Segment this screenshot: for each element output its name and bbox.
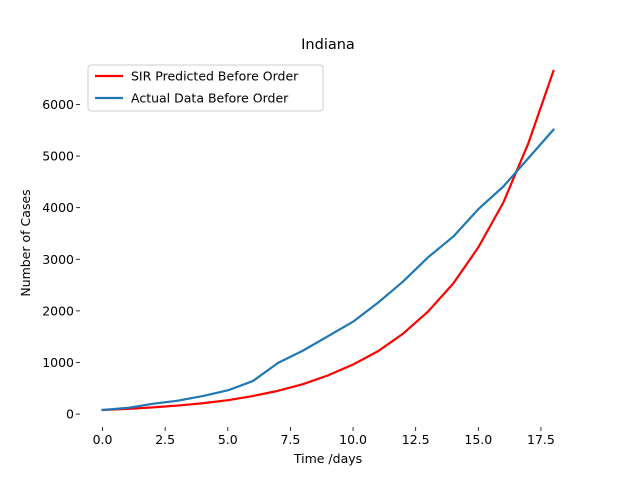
series-line-actual-data — [101, 128, 556, 412]
x-tick-label: 7.5 — [280, 432, 300, 447]
legend-label: Actual Data Before Order — [131, 91, 289, 106]
x-tick-label: 10.0 — [339, 432, 367, 447]
x-axis-label: Time /days — [293, 451, 362, 466]
y-tick-label: 5000 — [42, 149, 74, 164]
y-tick-label: 1000 — [42, 355, 74, 370]
legend: SIR Predicted Before Order Actual Data Be… — [87, 64, 324, 112]
x-tick-label: 15.0 — [464, 432, 492, 447]
x-tick-label: 5.0 — [218, 432, 238, 447]
x-tick-label: 17.5 — [527, 432, 555, 447]
series-lines — [101, 69, 556, 412]
legend-frame — [87, 64, 324, 112]
series-line-sir-predicted — [101, 69, 555, 412]
y-tick-label: 6000 — [42, 97, 74, 112]
y-axis-label: Number of Cases — [18, 189, 33, 296]
y-axis-ticks: 0 1000 2000 3000 4000 5000 6000 — [42, 97, 80, 422]
chart-title: Indiana — [301, 37, 355, 53]
y-tick-label: 0 — [66, 407, 74, 422]
y-tick-label: 4000 — [42, 200, 74, 215]
y-tick-label: 2000 — [42, 303, 74, 318]
y-tick-label: 3000 — [42, 252, 74, 267]
legend-label: SIR Predicted Before Order — [131, 69, 299, 84]
x-tick-label: 2.5 — [155, 432, 175, 447]
x-axis-ticks: 0.0 2.5 5.0 7.5 10.0 12.5 15.0 17.5 — [93, 427, 555, 447]
x-tick-label: 0.0 — [93, 432, 113, 447]
x-tick-label: 12.5 — [402, 432, 430, 447]
